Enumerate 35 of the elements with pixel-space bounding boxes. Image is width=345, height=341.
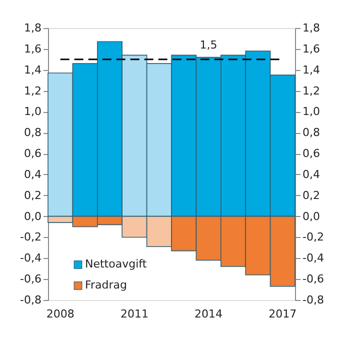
y2-tick-label: 0,8 [302,126,320,140]
y-tick-label: 1,6 [24,42,42,56]
ref-line-label: 1,5 [200,38,218,52]
y-tick-label: 0,8 [24,126,42,140]
y-tick-label: -0,4 [20,252,42,265]
y2-tick-label: 0,4 [302,168,320,181]
y2-tick-label: 1,2 [302,84,320,98]
y2-tick-label: -0,4 [302,252,324,265]
y2-tick-label: 1,8 [302,22,320,34]
y2-tick-label: 0,0 [302,210,320,223]
x-tick-label: 2014 [194,308,223,320]
y-tick-label: -0,2 [20,230,42,244]
y-tick-label: -0,8 [20,294,42,306]
y2-tick-label: -0,8 [302,294,324,306]
y2-tick-label: 1,6 [302,42,320,56]
y-tick-label: 0,0 [24,210,42,223]
y-tick-label: 0,2 [24,188,42,202]
y-tick-label: 1,0 [24,105,42,118]
y2-tick-label: -0,6 [302,272,324,286]
y2-tick-label: 0,6 [302,147,320,160]
x-tick-label: 2011 [120,308,148,320]
legend-label: Fradrag [85,278,128,292]
y2-tick-label: -0,2 [302,230,324,244]
legend-label: Nettoavgift [85,258,148,271]
y-tick-label: 1,2 [24,84,42,98]
y-tick-label: 0,4 [24,168,42,181]
y2-tick-label: 0,2 [302,188,320,202]
x-tick-label: 2017 [268,308,297,320]
x-tick-label: 2008 [46,308,74,320]
y-tick-label: 0,6 [24,147,42,160]
y2-tick-label: 1,0 [302,105,320,118]
y-tick-label: 1,8 [24,22,42,34]
y2-tick-label: 1,4 [302,63,320,76]
y-tick-label: -0,6 [20,272,42,286]
y-tick-label: 1,4 [24,63,42,76]
